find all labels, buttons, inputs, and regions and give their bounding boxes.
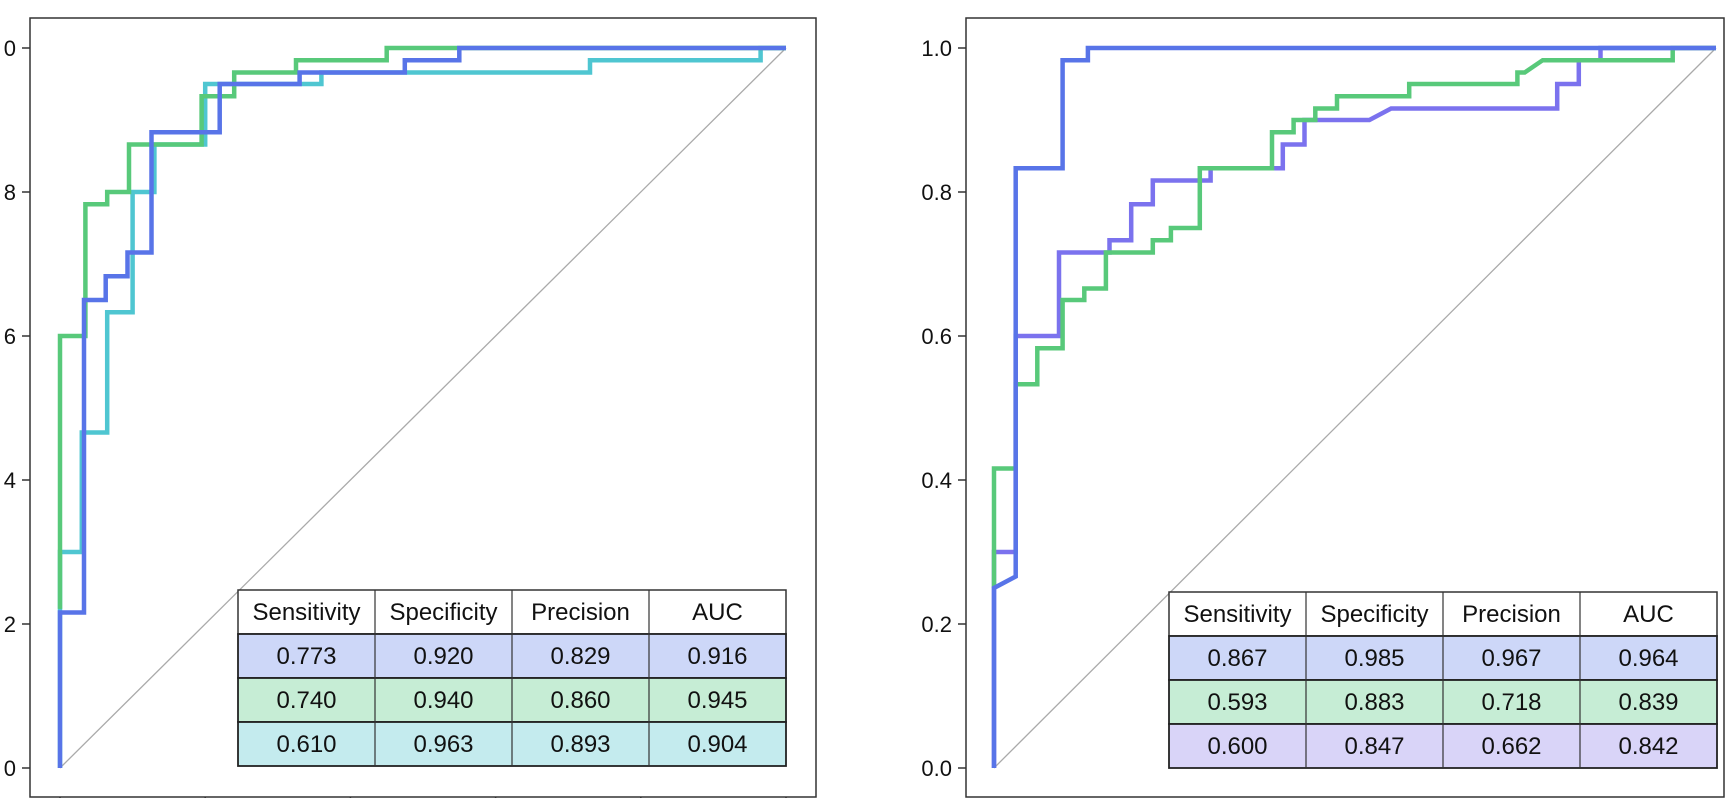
table-header-cell: AUC	[692, 599, 743, 626]
table-cell: 0.847	[1344, 733, 1404, 760]
table-cell: 0.773	[276, 643, 336, 670]
table-cell: 0.662	[1481, 733, 1541, 760]
table-cell: 0.842	[1618, 733, 1678, 760]
table-cell: 0.963	[413, 731, 473, 758]
y-tick-label: 8	[4, 180, 16, 205]
table-cell: 0.839	[1618, 689, 1678, 716]
metrics-table: Sensitivity Specificity Precision AUC 0.773 0…	[237, 589, 787, 767]
table-cell: 0.904	[687, 731, 747, 758]
table-cell: 0.967	[1481, 645, 1541, 672]
table-cell: 0.610	[276, 731, 336, 758]
y-tick-label: 0.8	[921, 180, 952, 205]
roc-chart-left: 0 2 4 6 8 0 Sensitivity Specificity Precision AUC…	[4, 17, 817, 798]
plot-frame	[29, 17, 817, 798]
y-tick-label: 0	[4, 36, 16, 61]
metrics-table: Sensitivity Specificity Precision AUC 0.867 0…	[1168, 591, 1718, 769]
table-cell: 0.860	[550, 687, 610, 714]
roc-curve-green	[991, 45, 1716, 588]
y-tick-label: 0.0	[921, 756, 952, 781]
y-tick-label: 0.4	[921, 468, 952, 493]
table-cell: 0.829	[550, 643, 610, 670]
table-cell: 0.916	[687, 643, 747, 670]
y-tick-label: 0.6	[921, 324, 952, 349]
table-header-cell: Precision	[531, 599, 630, 626]
y-tick-label: 0	[4, 756, 16, 781]
table-cell: 0.718	[1481, 689, 1541, 716]
y-tick-label: 1.0	[921, 36, 952, 61]
table-cell: 0.867	[1207, 645, 1267, 672]
table-cell: 0.940	[413, 687, 473, 714]
table-header-cell: Specificity	[1320, 601, 1428, 628]
plot-frame	[965, 17, 1725, 798]
table-header-cell: AUC	[1623, 601, 1674, 628]
table-cell: 0.893	[550, 731, 610, 758]
table-header-cell: Sensitivity	[252, 599, 360, 626]
table-cell: 0.593	[1207, 689, 1267, 716]
table-cell: 0.740	[276, 687, 336, 714]
table-header-cell: Precision	[1462, 601, 1561, 628]
roc-curve-blue	[57, 45, 786, 768]
table-header-cell: Sensitivity	[1183, 601, 1291, 628]
roc-curve-green	[57, 45, 786, 609]
diagonal-reference-line	[993, 47, 1717, 769]
roc-chart-right: 0.0 0.2 0.4 0.6 0.8 1.0 Sensitivity Specificity…	[921, 17, 1725, 798]
roc-curve-blue	[991, 45, 1716, 768]
y-tick-label: 0.2	[921, 612, 952, 637]
y-tick-label: 2	[4, 612, 16, 637]
table-cell: 0.945	[687, 687, 747, 714]
table-cell: 0.600	[1207, 733, 1267, 760]
diagonal-reference-line	[59, 47, 787, 769]
table-cell: 0.920	[413, 643, 473, 670]
table-cell: 0.883	[1344, 689, 1404, 716]
y-tick-label: 4	[4, 468, 16, 493]
table-header-cell: Specificity	[389, 599, 497, 626]
y-tick-label: 6	[4, 324, 16, 349]
table-cell: 0.964	[1618, 645, 1678, 672]
table-cell: 0.985	[1344, 645, 1404, 672]
